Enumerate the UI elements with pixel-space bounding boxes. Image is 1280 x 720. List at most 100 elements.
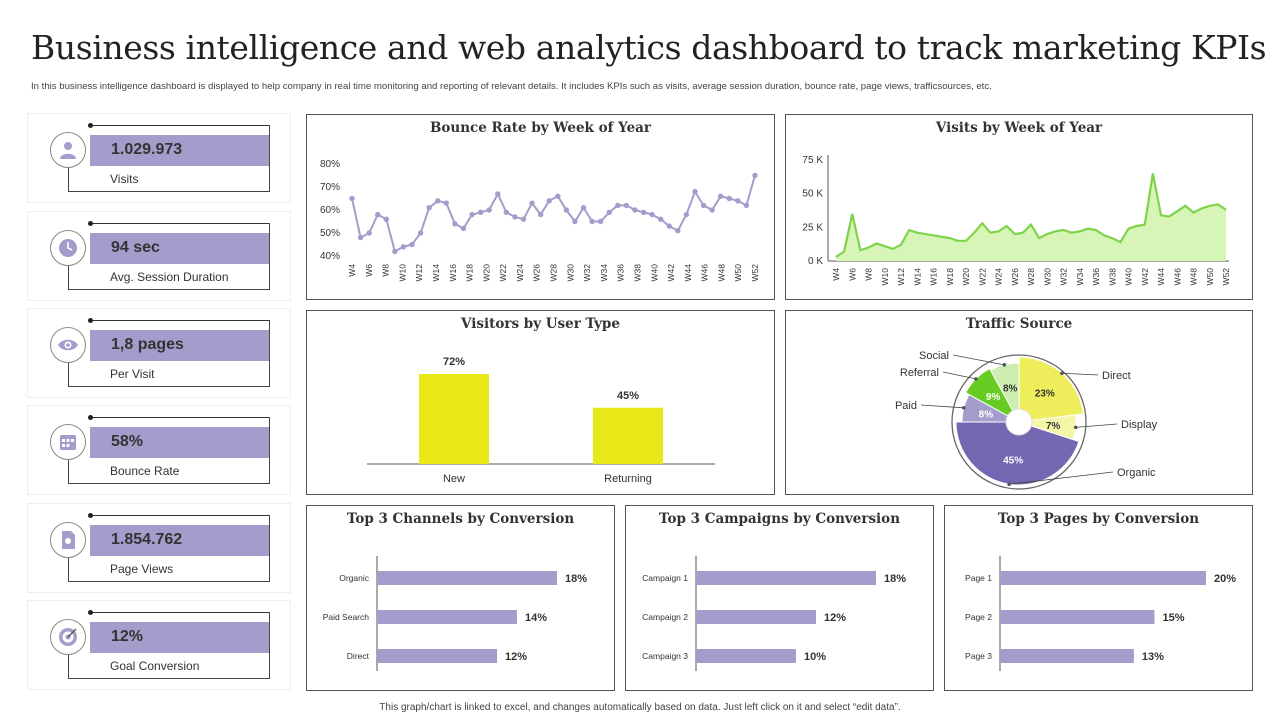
bar-value-label: 12% [824,612,846,624]
x-tick-label: W18 [945,268,955,286]
bar-value-label: 45% [617,390,639,402]
category-label: Organic [339,573,370,583]
kpi-card-visits: 1.029.973 Visits [27,113,291,203]
user-type-panel: Visitors by User Type 72% New 45% Returning [306,310,775,495]
kpi-value: 12% [111,628,144,645]
bar-page-3 [1000,649,1134,663]
bounce-rate-point [606,209,612,215]
kpi-label: Bounce Rate [110,464,180,478]
pie-value-label: 45% [1003,455,1023,466]
bounce-rate-point [709,207,715,213]
y-tick-label: 75 K [802,155,823,166]
pie-category-label: Social [919,350,949,362]
bar-returning [593,407,663,464]
pie-value-label: 8% [979,409,994,420]
pie-value-label: 23% [1035,389,1055,400]
bounce-rate-point [752,172,758,179]
x-tick-label: W38 [632,264,642,282]
category-label: Returning [604,473,652,485]
x-tick-label: W52 [750,264,760,282]
x-tick-label: W26 [532,264,542,282]
pages-panel: Top 3 Pages by Conversion 20% Page 1 15% Pa… [944,505,1253,691]
bounce-rate-point [597,218,604,225]
category-label: Paid Search [323,612,370,622]
bounce-rate-point [537,211,544,218]
bounce-rate-point [615,202,621,209]
bounce-rate-point [666,223,672,229]
kpi-value: 1.854.762 [111,531,183,548]
target-icon [50,619,86,655]
category-label: Campaign 2 [642,612,688,622]
bounce-rate-point [495,191,501,197]
bounce-rate-point [546,198,552,204]
x-tick-label: W32 [582,264,592,282]
bar-value-label: 10% [804,651,826,663]
x-tick-label: W40 [649,264,659,282]
bounce-rate-point [435,198,441,204]
bar-campaign-2 [696,610,816,624]
bounce-rate-point [503,209,510,215]
kpi-label: Page Views [110,562,174,576]
pie-category-label: Display [1121,419,1158,431]
x-tick-label: W26 [1010,268,1020,286]
campaigns-chart: 18% Campaign 1 12% Campaign 2 10% Campaign 3 [642,556,906,671]
bounce-rate-point [572,218,578,225]
x-tick-label: W34 [599,264,609,282]
x-tick-label: W6 [847,268,857,281]
x-tick-label: W24 [515,264,525,282]
eye-icon [50,327,86,363]
bar-value-label: 72% [443,356,465,368]
bounce-rate-point [460,225,467,232]
x-tick-label: W36 [1091,268,1101,286]
bar-direct [377,649,497,663]
x-tick-label: W46 [700,264,710,282]
bounce-rate-point [366,230,372,236]
pie-category-label: Referral [900,367,939,379]
bounce-rate-point [683,211,690,218]
bounce-rate-point [580,205,587,211]
pie-value-label: 7% [1046,421,1061,432]
bounce-rate-chart: 80% 70% 60% 50% 40% W4 W6 W8 W10 W12 W14 W16 W18 W20 W… [320,159,760,282]
traffic-source-chart: 23% Direct 7% Display 45% Organic 8% Paid 9% Refe… [895,350,1158,490]
pie-leader-line [1061,372,1099,376]
bar-value-label: 18% [565,573,587,585]
bounce-rate-title: Bounce Rate by Week of Year [429,120,652,136]
x-tick-label: W50 [733,264,743,282]
bounce-rate-point [657,216,664,222]
bounce-rate-point [452,221,458,227]
channels-title: Top 3 Channels by Conversion [346,511,575,527]
visits-panel: Visits by Week of Year 75 K 50 K 25 K 0 K W4… [785,114,1253,300]
x-tick-label: W10 [880,268,890,286]
category-label: New [443,473,465,485]
x-tick-label: W28 [1026,268,1036,286]
x-tick-label: W34 [1075,268,1085,286]
clock-icon [50,230,86,266]
bounce-rate-point [735,198,741,204]
user-type-title: Visitors by User Type [461,316,620,332]
pie-leader-dot [1060,371,1064,376]
bounce-rate-point [357,234,364,241]
bar-organic [377,571,557,585]
bounce-rate-point [349,195,355,202]
bounce-rate-point [392,248,398,255]
bounce-rate-point [400,244,407,250]
x-tick-label: W8 [381,264,391,277]
x-tick-label: W8 [864,268,874,281]
x-tick-label: W14 [431,264,441,282]
x-tick-label: W42 [1140,268,1150,286]
x-tick-label: W48 [716,264,726,282]
x-tick-label: W22 [977,268,987,286]
pie-leader-dot [1007,482,1011,487]
calendar-icon [50,424,86,460]
kpi-value: 94 sec [111,239,160,256]
x-tick-label: W22 [498,264,508,282]
category-label: Page 1 [965,573,992,583]
bounce-rate-point [589,218,595,225]
x-tick-label: W28 [549,264,559,282]
traffic-source-panel: Traffic Source 23% Direct 7% Display 45% Orga… [785,310,1253,495]
visits-area [836,173,1226,261]
x-tick-label: W4 [347,264,357,277]
bounce-rate-point [443,200,450,206]
bounce-rate-point [486,207,492,213]
x-tick-label: W44 [1156,268,1166,286]
